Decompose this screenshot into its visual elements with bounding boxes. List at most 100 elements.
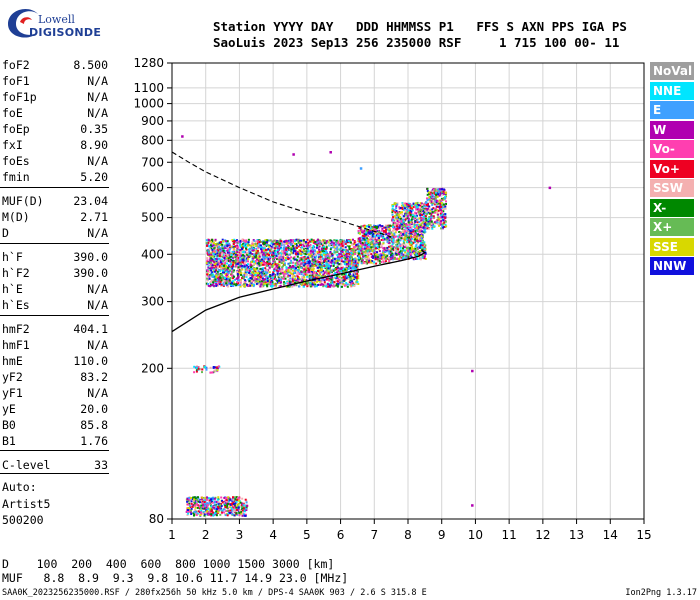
echo-point	[412, 230, 415, 233]
echo-point	[213, 267, 216, 270]
echo-point	[246, 257, 249, 260]
echo-point	[218, 283, 221, 286]
echo-point	[256, 282, 258, 285]
echo-point	[443, 188, 446, 191]
echo-point	[400, 221, 403, 224]
echo-point	[331, 273, 334, 276]
echo-point	[224, 245, 227, 248]
echo-point	[441, 211, 443, 214]
echo-point	[326, 255, 329, 258]
echo-point	[415, 239, 418, 242]
echo-point	[346, 239, 348, 242]
echo-point	[427, 221, 430, 223]
echo-point	[362, 248, 365, 250]
echo-point	[194, 502, 197, 505]
echo-point	[278, 265, 281, 267]
echo-point	[212, 508, 215, 511]
echo-point	[442, 190, 445, 193]
echo-point	[406, 211, 409, 214]
param-value: N/A	[87, 154, 108, 168]
echo-point	[257, 269, 260, 272]
echo-point	[345, 267, 348, 270]
echo-point	[340, 257, 343, 259]
echo-point	[393, 223, 396, 226]
echo-point	[274, 250, 277, 253]
echo-point	[265, 272, 268, 275]
echo-point	[431, 227, 434, 230]
echo-point	[262, 263, 265, 266]
echo-point	[398, 213, 401, 216]
echo-point	[209, 285, 212, 288]
echo-point	[281, 270, 284, 273]
echo-point	[262, 240, 265, 243]
echo-point	[232, 270, 235, 273]
echo-point	[379, 231, 382, 234]
echo-point	[391, 256, 394, 259]
echo-point	[234, 261, 237, 264]
echo-point	[217, 269, 220, 271]
echo-point	[216, 254, 219, 257]
param-separator	[0, 450, 109, 451]
echo-point	[444, 197, 446, 200]
echo-point	[242, 274, 245, 277]
echo-point	[415, 249, 418, 252]
echo-point	[345, 269, 348, 272]
echo-point	[350, 281, 353, 284]
echo-point	[338, 272, 341, 274]
echo-point	[419, 242, 422, 245]
param-value: 390.0	[73, 250, 108, 264]
echo-point	[421, 234, 424, 237]
echo-point	[412, 229, 415, 231]
echo-point	[236, 273, 239, 275]
echo-point	[303, 279, 306, 282]
echo-point	[320, 279, 323, 282]
legend-item-x: X-	[650, 198, 694, 217]
echo-point	[388, 252, 391, 255]
echo-point	[328, 255, 331, 258]
echo-point	[360, 252, 363, 255]
echo-point	[412, 232, 415, 235]
echo-point	[376, 230, 378, 233]
echo-point	[214, 238, 217, 241]
echo-point	[410, 235, 413, 238]
echo-point	[241, 247, 243, 250]
echo-point	[389, 252, 392, 255]
echo-point	[410, 229, 413, 232]
echo-point	[333, 242, 336, 245]
echo-point	[298, 271, 301, 274]
echo-point	[393, 226, 396, 229]
echo-point	[295, 243, 298, 245]
echo-point	[294, 247, 297, 250]
echo-point	[439, 201, 442, 204]
echo-point	[360, 225, 363, 228]
echo-point	[273, 277, 276, 280]
echo-point	[403, 209, 406, 212]
echo-point	[250, 266, 253, 269]
echo-point	[420, 233, 423, 235]
echo-point	[426, 207, 429, 210]
echo-point	[352, 274, 355, 277]
echo-point	[256, 240, 259, 243]
echo-point	[313, 258, 316, 261]
echo-point	[430, 193, 433, 196]
echo-point	[354, 245, 357, 248]
echo-point	[436, 200, 439, 203]
echo-point	[238, 284, 241, 286]
echo-point	[269, 281, 272, 284]
echo-point	[270, 247, 273, 250]
logo-line2: DIGISONDE	[29, 26, 102, 39]
echo-point	[290, 251, 293, 254]
echo-point	[220, 263, 223, 266]
echo-point	[382, 230, 385, 232]
echo-point	[209, 244, 212, 247]
echo-point	[398, 231, 401, 233]
echo-point	[328, 253, 331, 256]
echo-point	[302, 243, 305, 246]
echo-point	[330, 261, 332, 264]
echo-point	[219, 274, 222, 277]
echo-point	[223, 257, 226, 260]
echo-point	[236, 277, 239, 280]
echo-point	[323, 245, 325, 248]
echo-point	[268, 261, 271, 264]
auto-label: Auto:	[2, 480, 37, 494]
